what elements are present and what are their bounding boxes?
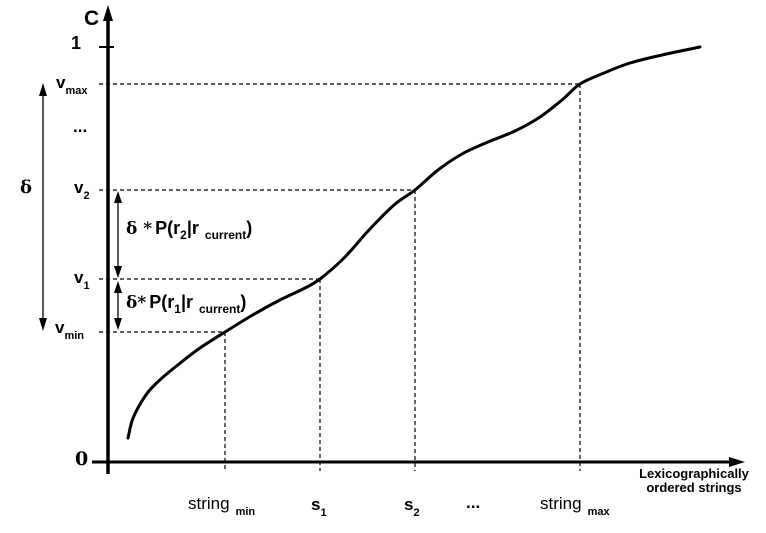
label-base: string — [188, 494, 230, 513]
x-axis-arrowhead-icon — [729, 457, 745, 467]
p-r1-range-arrow — [114, 281, 122, 330]
annotation-delta: δ * — [126, 219, 153, 239]
label-sub: max — [587, 506, 610, 518]
delta-arrowhead-down-icon — [39, 318, 47, 331]
y-tick-label-v1: v1 — [74, 268, 90, 292]
x-tick-label-s2: s2 — [404, 495, 420, 519]
label-base: v — [74, 178, 84, 197]
label-base: s — [311, 495, 321, 514]
x-axis-caption: Lexicographically ordered strings — [628, 467, 760, 495]
label-base: v — [74, 268, 84, 287]
y-tick-label-vmax: vmax — [56, 73, 88, 97]
label-sub: 2 — [83, 190, 90, 202]
annotation-cond-sub: current — [204, 228, 247, 242]
x-axis-caption-line2: ordered strings — [646, 480, 742, 495]
annotation-arg-sub: 2 — [180, 228, 187, 242]
x-axis-caption-line1: Lexicographically — [639, 466, 749, 481]
label-sub: 1 — [83, 280, 90, 292]
y-tick-label-vmin: vmin — [55, 318, 84, 342]
y-tick-label-one: 1 — [71, 33, 82, 53]
p-r2-arrowhead-up-icon — [114, 191, 122, 203]
annotation-func: P(r — [155, 218, 181, 238]
label-sub: 2 — [413, 507, 420, 519]
y-tick-label-zero: 0 — [75, 448, 89, 470]
label-base: v — [56, 73, 66, 92]
label-base: v — [55, 318, 65, 337]
annotation-cond-sub: current — [198, 302, 241, 316]
p-r2-range-arrow — [114, 191, 122, 278]
delta-arrowhead-up-icon — [39, 83, 47, 96]
label-sub: 1 — [320, 507, 327, 519]
label-base: s — [404, 495, 414, 514]
y-axis-ellipsis: ... — [73, 117, 88, 136]
delta-label: δ — [20, 177, 33, 198]
delta-range-arrow — [39, 83, 47, 331]
annotation-arg-sub: 1 — [174, 302, 181, 316]
label-sub: min — [235, 506, 256, 518]
y-axis-title: C — [84, 7, 100, 30]
y-axis-arrowhead-icon — [103, 5, 113, 21]
label-base: string — [540, 494, 582, 513]
p-r2-arrowhead-down-icon — [114, 266, 122, 278]
annotation-p-r2: δ * P(r2|r current) — [126, 218, 253, 241]
annotation-close: ) — [240, 292, 247, 312]
label-sub: min — [64, 330, 85, 342]
annotation-close: ) — [246, 218, 253, 238]
annotation-bar: |r — [186, 218, 199, 238]
label-sub: max — [65, 85, 88, 97]
x-tick-label-stringmax: string max — [540, 494, 610, 518]
y-tick-label-v2: v2 — [74, 178, 90, 202]
annotation-func: P(r — [149, 292, 175, 312]
annotation-bar: |r — [180, 292, 193, 312]
p-r1-arrowhead-down-icon — [114, 318, 122, 330]
guide-lines — [99, 83, 581, 471]
annotation-p-r1: δ* P(r1|r current) — [126, 292, 247, 315]
x-tick-label-stringmin: string min — [188, 494, 255, 518]
x-axis-ellipsis: ... — [466, 493, 481, 512]
cdf-curve — [126, 45, 702, 440]
annotation-delta: δ* — [126, 293, 147, 313]
x-tick-label-s1: s1 — [311, 495, 327, 519]
p-r1-arrowhead-up-icon — [114, 281, 122, 293]
